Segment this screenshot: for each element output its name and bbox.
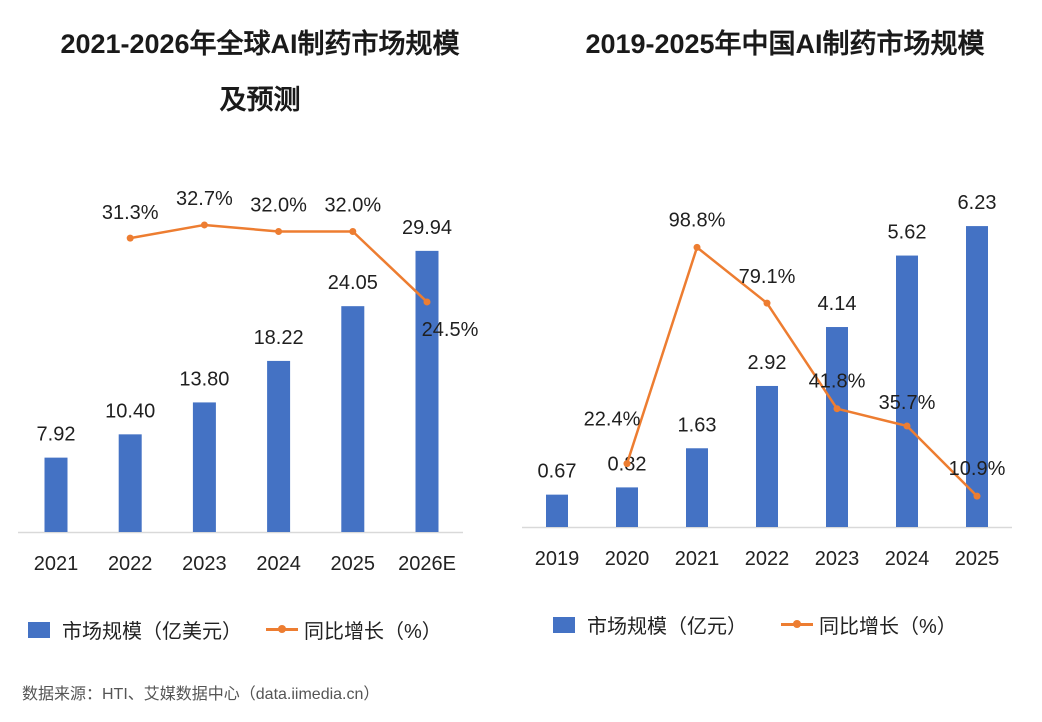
- x-tick-label: 2021: [34, 553, 79, 575]
- growth-point: [349, 228, 357, 236]
- chart-title-global: 2021-2026年全球AI制药市场规模: [60, 29, 460, 59]
- growth-data-label: 24.5%: [422, 319, 479, 341]
- growth-point: [200, 221, 208, 229]
- bar-data-label: 6.23: [958, 192, 997, 214]
- bar: [118, 434, 142, 532]
- bar: [686, 448, 708, 527]
- bar: [826, 327, 848, 527]
- bar: [896, 255, 918, 527]
- legend-bar-label: 市场规模（亿元）: [587, 616, 747, 638]
- bar: [192, 402, 216, 532]
- bar-data-label: 18.22: [254, 327, 304, 349]
- legend-bar-swatch: [553, 616, 575, 633]
- bar: [267, 360, 291, 532]
- growth-point: [275, 228, 283, 236]
- growth-data-label: 79.1%: [739, 266, 796, 288]
- growth-data-label: 22.4%: [584, 409, 641, 431]
- bar: [341, 306, 365, 532]
- x-tick-label: 2021: [675, 548, 720, 570]
- legend-global: 市场规模（亿美元） 同比增长（%）: [28, 615, 442, 644]
- growth-point: [763, 299, 771, 307]
- growth-data-label: 32.7%: [176, 188, 233, 210]
- chart-title-china: 2019-2025年中国AI制药市场规模: [585, 29, 985, 59]
- bar-data-label: 0.67: [538, 461, 577, 483]
- x-tick-label: 2019: [535, 548, 580, 570]
- legend-bar-label: 市场规模（亿美元）: [62, 621, 242, 643]
- x-tick-label: 2022: [108, 553, 153, 575]
- growth-line: [129, 223, 428, 303]
- bar-data-label: 5.62: [888, 222, 927, 244]
- bar-data-label: 29.94: [402, 217, 452, 239]
- bar: [616, 487, 638, 527]
- growth-data-label: 10.9%: [949, 458, 1006, 480]
- bar-data-label: 1.63: [678, 414, 717, 436]
- growth-point: [623, 460, 631, 468]
- x-tick-label: 2026E: [398, 553, 456, 575]
- x-tick-label: 2025: [955, 548, 1000, 570]
- legend-bar-swatch: [28, 621, 50, 638]
- bar-data-label: 13.80: [179, 368, 229, 390]
- bar-data-label: 2.92: [748, 352, 787, 374]
- x-tick-label: 2023: [815, 548, 860, 570]
- growth-point: [126, 234, 134, 242]
- x-tick-label: 2024: [885, 548, 930, 570]
- bar: [966, 226, 988, 527]
- growth-data-label: 32.0%: [324, 195, 381, 217]
- x-tick-label: 2020: [605, 548, 650, 570]
- growth-point: [423, 298, 431, 306]
- bar: [415, 250, 439, 532]
- legend-line-swatch: [266, 625, 298, 633]
- x-tick-label: 2022: [745, 548, 790, 570]
- x-tick-label: 2024: [256, 553, 301, 575]
- legend-line-label: 同比增长（%）: [819, 616, 957, 638]
- growth-line: [625, 246, 978, 498]
- legend-line-swatch: [781, 620, 813, 628]
- source-note: 数据来源：HTI、艾媒数据中心（data.iimedia.cn）: [22, 686, 380, 703]
- chart-title-global-line2: 及预测: [219, 85, 301, 115]
- bar: [44, 457, 68, 532]
- legend-china: 市场规模（亿元） 同比增长（%）: [553, 610, 957, 639]
- bar: [546, 494, 568, 527]
- growth-data-label: 31.3%: [102, 202, 159, 224]
- x-tick-label: 2023: [182, 553, 227, 575]
- bar-data-label: 4.14: [818, 293, 857, 315]
- growth-point: [973, 492, 981, 500]
- growth-point: [903, 422, 911, 430]
- bar-data-label: 10.40: [105, 400, 155, 422]
- growth-data-label: 41.8%: [809, 371, 866, 393]
- growth-data-label: 98.8%: [669, 209, 726, 231]
- legend-line-label: 同比增长（%）: [304, 621, 442, 643]
- growth-point: [693, 243, 701, 251]
- growth-data-label: 32.0%: [250, 195, 307, 217]
- bar-data-label: 24.05: [328, 272, 378, 294]
- x-tick-label: 2025: [331, 553, 376, 575]
- growth-point: [833, 405, 841, 413]
- bar-data-label: 7.92: [37, 424, 76, 446]
- growth-data-label: 35.7%: [879, 392, 936, 414]
- bar: [756, 385, 778, 527]
